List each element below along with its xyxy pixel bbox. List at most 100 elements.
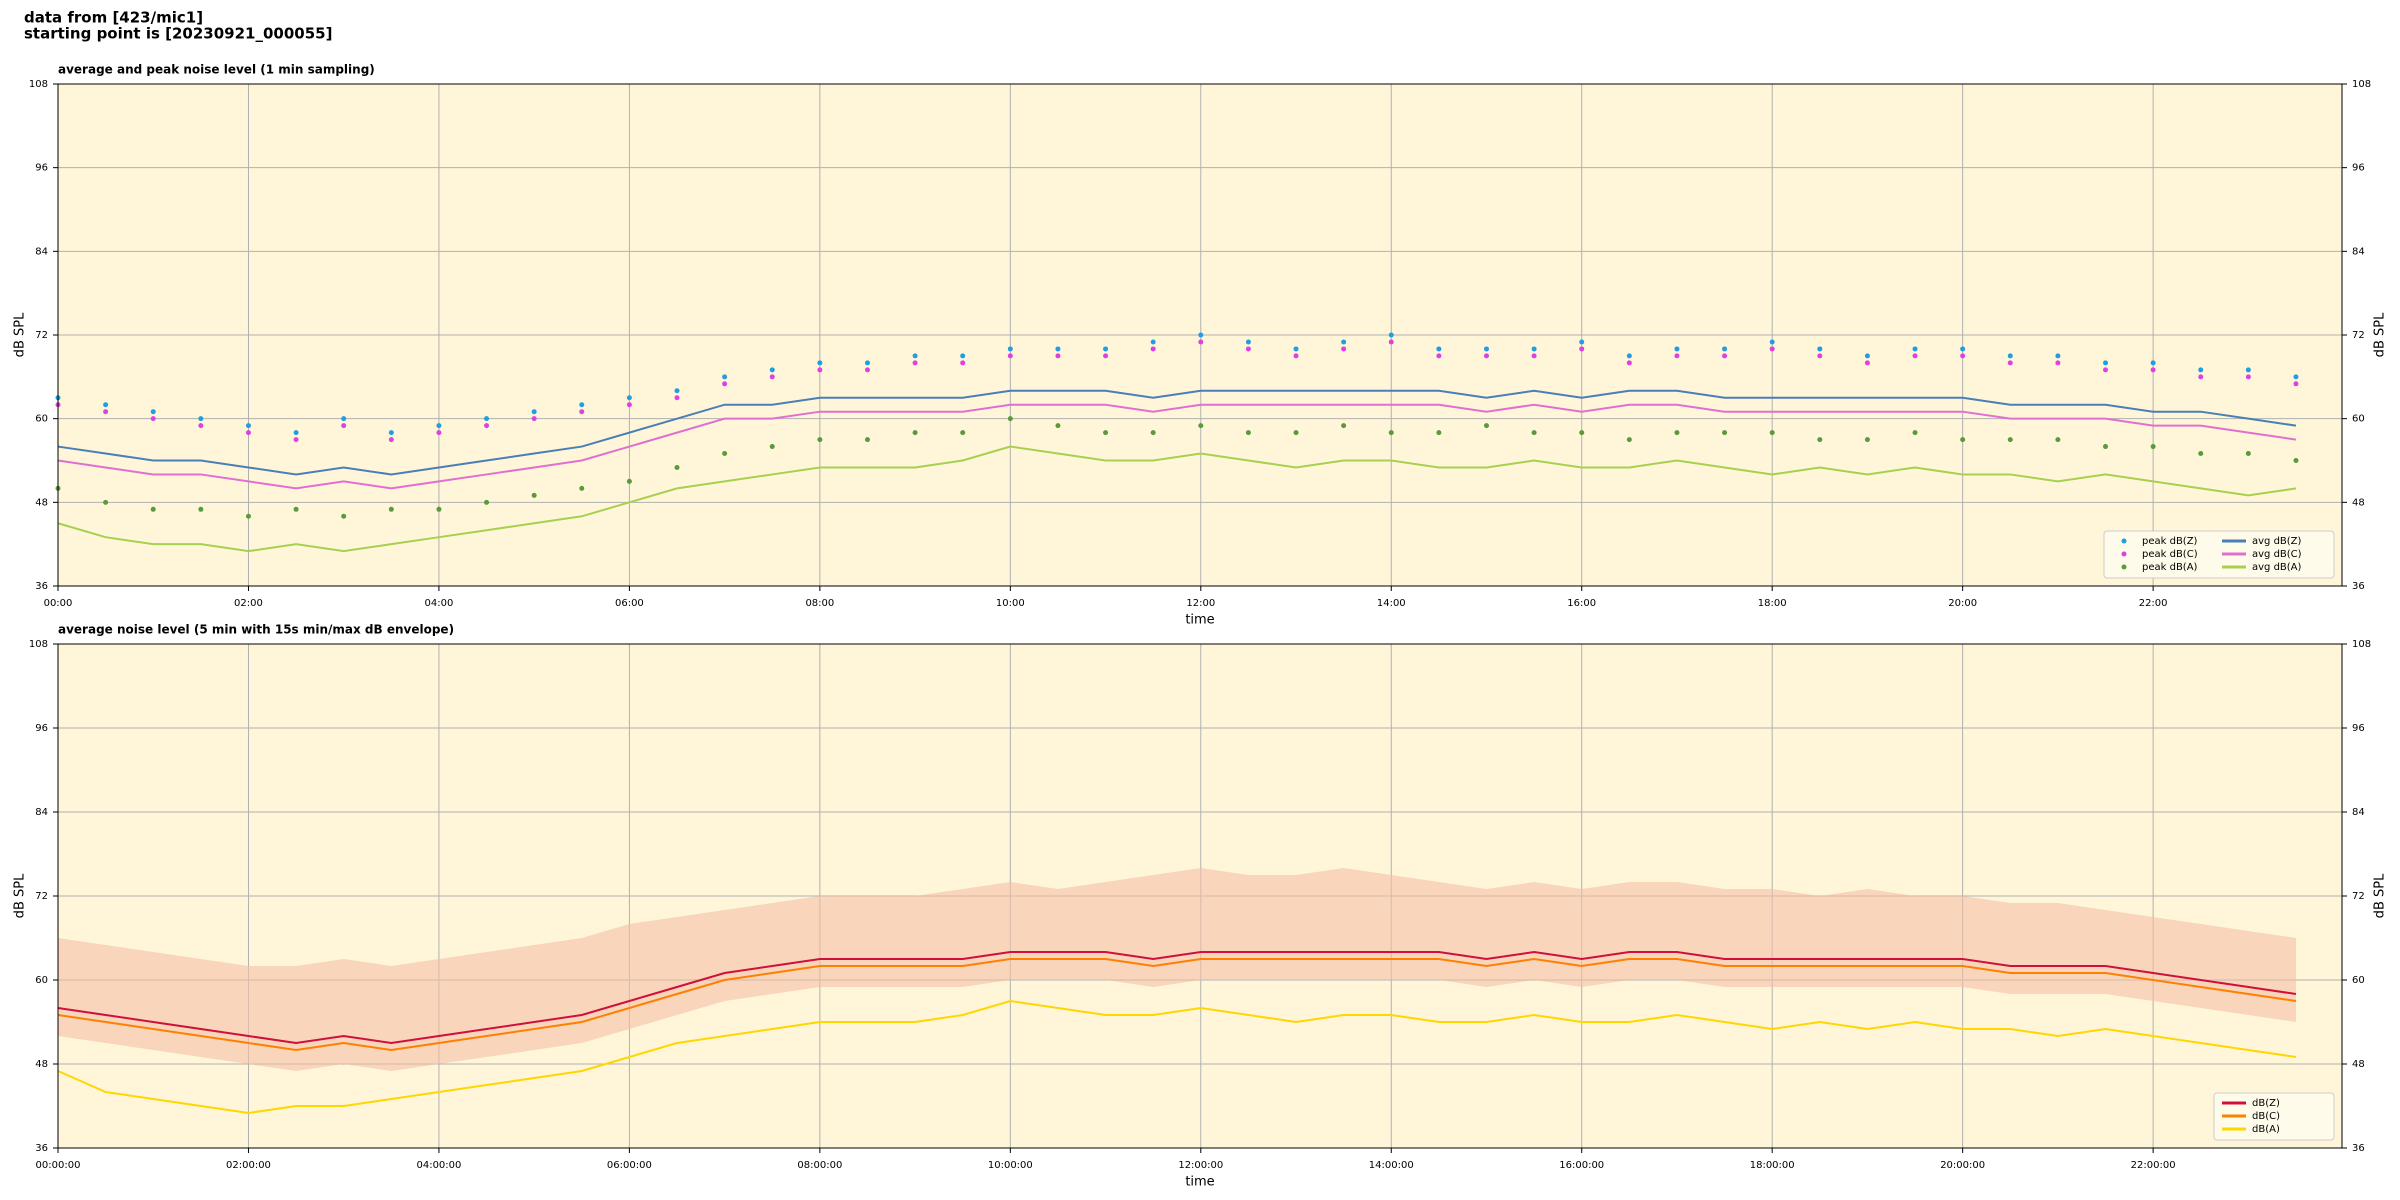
series-line — [57, 389, 2297, 476]
peak-dot — [1341, 339, 1347, 345]
envelope — [58, 868, 2296, 1071]
peak-dot — [1103, 353, 1109, 359]
peak-dot — [1864, 360, 1870, 366]
x-tick-label: 14:00 — [1377, 598, 1406, 609]
peak-dot — [1007, 346, 1013, 352]
peak-dot — [1960, 353, 1966, 359]
peak-dot — [484, 416, 490, 422]
peak-dot — [817, 437, 823, 443]
series-line — [57, 403, 2297, 490]
peak-dot — [293, 437, 299, 443]
peak-dot — [722, 374, 728, 380]
peak-dot — [1626, 437, 1632, 443]
y-tick-label: 36 — [2352, 1143, 2365, 1154]
peak-dot — [912, 353, 918, 359]
peak-dot — [579, 402, 585, 408]
peak-dot — [531, 409, 537, 415]
peak-dot — [341, 416, 347, 422]
peak-dot — [1483, 346, 1489, 352]
peak-dot — [388, 430, 394, 436]
peak-dot — [1960, 346, 1966, 352]
y-tick-label: 96 — [35, 163, 48, 174]
peak-dot — [864, 360, 870, 366]
peak-dot — [1007, 416, 1013, 422]
peak-dot — [1245, 339, 1251, 345]
y-tick-label: 60 — [2352, 975, 2365, 986]
peak-dot — [1483, 423, 1489, 429]
peak-dot — [2055, 437, 2061, 443]
peak-dot — [2103, 444, 2109, 450]
legend-label: dB(C) — [2252, 1111, 2280, 1122]
x-tick-label: 14:00:00 — [1369, 1160, 1414, 1171]
peak-dot — [198, 423, 204, 429]
legend-label: peak dB(C) — [2142, 549, 2198, 560]
legend-label: avg dB(Z) — [2252, 536, 2302, 547]
y-tick-label: 84 — [2352, 246, 2365, 257]
peak-dot — [2150, 367, 2156, 373]
y-tick-label: 72 — [2352, 330, 2365, 341]
x-tick-label: 04:00 — [425, 598, 454, 609]
x-tick-label: 06:00:00 — [607, 1160, 652, 1171]
peak-dot — [245, 513, 251, 519]
legend-marker — [2121, 551, 2127, 557]
peak-dot — [1626, 360, 1632, 366]
peak-dot — [1674, 430, 1680, 436]
header-line: data from [423/mic1] — [24, 9, 203, 27]
peak-dot — [1531, 346, 1537, 352]
peak-dot — [912, 360, 918, 366]
peak-dot — [1198, 423, 1204, 429]
peak-dot — [579, 409, 585, 415]
y-tick-label: 48 — [35, 1059, 48, 1070]
peak-dot — [1769, 430, 1775, 436]
y-tick-label: 72 — [2352, 891, 2365, 902]
x-tick-label: 06:00 — [615, 598, 644, 609]
x-tick-label: 18:00 — [1758, 598, 1787, 609]
legend-label: avg dB(A) — [2252, 562, 2302, 573]
y-tick-label: 60 — [35, 975, 48, 986]
peak-dot — [531, 492, 537, 498]
y-tick-label: 96 — [2352, 723, 2365, 734]
peak-dot — [912, 430, 918, 436]
legend-box — [2103, 530, 2335, 579]
peak-dot — [436, 506, 442, 512]
peak-dot — [1912, 430, 1918, 436]
peak-dot — [2245, 451, 2251, 457]
peak-dot — [1341, 346, 1347, 352]
peak-dot — [198, 506, 204, 512]
x-tick-label: 22:00 — [2139, 598, 2168, 609]
peak-dot — [436, 423, 442, 429]
peak-dot — [103, 402, 109, 408]
peak-dot — [769, 367, 775, 373]
series-line — [57, 999, 2297, 1115]
x-tick-label: 08:00 — [805, 598, 834, 609]
peak-dot — [2293, 381, 2299, 387]
plot-frame — [57, 643, 2343, 1149]
x-tick-label: 18:00:00 — [1750, 1160, 1795, 1171]
y-tick-label: 108 — [29, 79, 48, 90]
peak-dot — [388, 506, 394, 512]
peak-dot — [484, 423, 490, 429]
peak-dot — [245, 430, 251, 436]
y-tick-label: 108 — [29, 639, 48, 650]
peak-dot — [1245, 430, 1251, 436]
x-tick-label: 20:00 — [1948, 598, 1977, 609]
peak-dot — [1960, 437, 1966, 443]
peak-dot — [674, 464, 680, 470]
peak-dot — [2245, 374, 2251, 380]
x-axis-label: time — [1185, 1175, 1214, 1190]
peak-dot — [626, 402, 632, 408]
y-axis-label: dB SPL — [2373, 873, 2388, 918]
y-tick-label: 96 — [35, 723, 48, 734]
peak-dot — [674, 388, 680, 394]
peak-dot — [1817, 437, 1823, 443]
peak-dot — [1055, 423, 1061, 429]
peak-dot — [2055, 360, 2061, 366]
y-axis-label: dB SPL — [13, 312, 28, 357]
y-tick-label: 96 — [2352, 163, 2365, 174]
x-tick-label: 02:00 — [234, 598, 263, 609]
peak-dot — [2150, 360, 2156, 366]
peak-dot — [1722, 353, 1728, 359]
legend-marker — [2121, 564, 2127, 570]
peak-dot — [1674, 353, 1680, 359]
